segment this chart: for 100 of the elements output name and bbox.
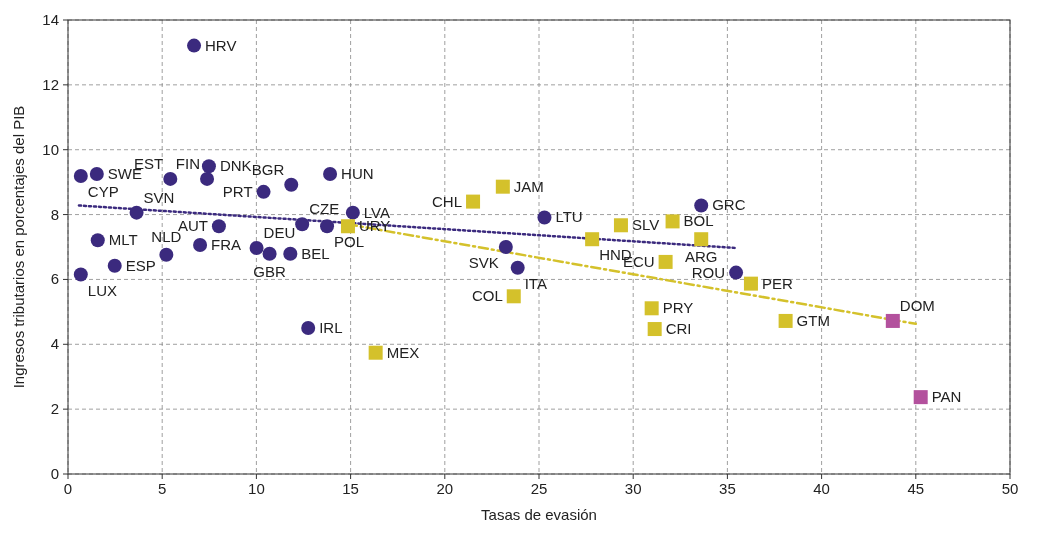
- point: [466, 194, 481, 209]
- point: [340, 219, 355, 234]
- annotation: BEL: [301, 244, 330, 262]
- x-tick-label: 20: [436, 480, 454, 497]
- annotation: DNK: [219, 157, 252, 175]
- point: [256, 184, 271, 199]
- y-tick-label: 2: [50, 400, 59, 418]
- annotation: FRA: [211, 236, 242, 254]
- annotation: DOM: [899, 296, 935, 314]
- y-tick-label: 12: [42, 75, 59, 93]
- point: [283, 246, 298, 261]
- x-tick-label: 30: [624, 480, 642, 497]
- y-tick-label: 4: [50, 335, 59, 353]
- point: [129, 205, 144, 220]
- annotation: LVA: [363, 203, 390, 221]
- point: [262, 246, 277, 261]
- x-tick-label: 5: [158, 480, 167, 497]
- point: [694, 232, 709, 247]
- point: [73, 267, 88, 282]
- point: [506, 289, 521, 304]
- point: [658, 254, 673, 269]
- annotation: BGR: [251, 160, 285, 178]
- point: [613, 218, 628, 233]
- point: [913, 390, 928, 405]
- point: [320, 219, 335, 234]
- point: [89, 167, 104, 182]
- annotation: ESP: [125, 256, 156, 274]
- x-tick-label: 35: [719, 480, 736, 497]
- point: [644, 301, 659, 316]
- point: [729, 265, 744, 280]
- point: [345, 205, 360, 220]
- annotation: PAN: [931, 388, 962, 406]
- annotation: MLT: [108, 231, 138, 249]
- x-tick-label: 0: [63, 480, 73, 497]
- point: [694, 198, 709, 213]
- annotation: GRC: [712, 196, 746, 214]
- annotation: CZE: [309, 200, 340, 218]
- y-tick-label: 10: [42, 140, 59, 158]
- point: [90, 233, 105, 248]
- annotation: CHL: [432, 192, 463, 210]
- point: [193, 238, 208, 253]
- y-tick-label: 0: [50, 465, 59, 482]
- y-tick-label: 8: [50, 205, 59, 223]
- y-tick-label: 14: [42, 11, 59, 28]
- x-tick-label: 25: [530, 480, 548, 497]
- annotation: SVK: [468, 254, 499, 271]
- point: [163, 171, 178, 186]
- annotation: LUX: [87, 281, 117, 299]
- point: [159, 247, 174, 262]
- point: [295, 217, 310, 232]
- annotation: PER: [761, 274, 793, 292]
- annotation: HUN: [341, 165, 374, 183]
- point: [510, 260, 525, 275]
- annotation: ITA: [524, 274, 547, 292]
- annotation: MEX: [386, 343, 420, 361]
- x-tick-label: 40: [813, 480, 830, 497]
- annotation: IRL: [319, 319, 343, 337]
- x-tick-label: 10: [248, 480, 265, 497]
- point: [537, 210, 552, 225]
- annotation: GBR: [253, 262, 286, 280]
- point: [301, 321, 316, 336]
- point: [495, 179, 510, 194]
- point: [107, 258, 122, 273]
- y-axis-title: Ingresos tributarios en porcentajes del PIB: [10, 105, 27, 389]
- annotation: DEU: [263, 223, 296, 241]
- annotation: SVN: [143, 188, 175, 206]
- x-tick-label: 50: [1001, 480, 1019, 497]
- annotation: ARG: [684, 248, 718, 266]
- point: [73, 168, 88, 183]
- point: [201, 159, 216, 174]
- point: [885, 313, 900, 328]
- annotation: JAM: [513, 177, 544, 195]
- point: [187, 38, 202, 53]
- annotation: CRI: [665, 320, 692, 338]
- point: [585, 232, 600, 247]
- point: [323, 167, 338, 182]
- annotation: GTM: [796, 311, 830, 329]
- annotation: ROU: [691, 263, 726, 281]
- point: [743, 276, 758, 291]
- annotation: LTU: [555, 208, 583, 226]
- point: [498, 240, 513, 254]
- point: [200, 171, 215, 186]
- annotation: FIN: [175, 154, 201, 172]
- annotation: SLV: [631, 216, 660, 234]
- point: [368, 345, 383, 360]
- x-axis-title: Tasas de evasión: [481, 506, 597, 523]
- annotation: BOL: [683, 212, 714, 230]
- annotation: COL: [471, 287, 503, 305]
- annotation: PRY: [662, 299, 694, 317]
- annotation: POL: [334, 233, 365, 251]
- point: [284, 177, 299, 192]
- point: [249, 240, 264, 255]
- annotation: HRV: [205, 36, 237, 54]
- point: [647, 322, 662, 337]
- x-tick-label: 45: [907, 480, 925, 497]
- point: [778, 313, 793, 328]
- annotation: PRT: [222, 182, 253, 200]
- point: [211, 219, 226, 234]
- y-tick-label: 6: [50, 270, 59, 288]
- point: [665, 214, 680, 229]
